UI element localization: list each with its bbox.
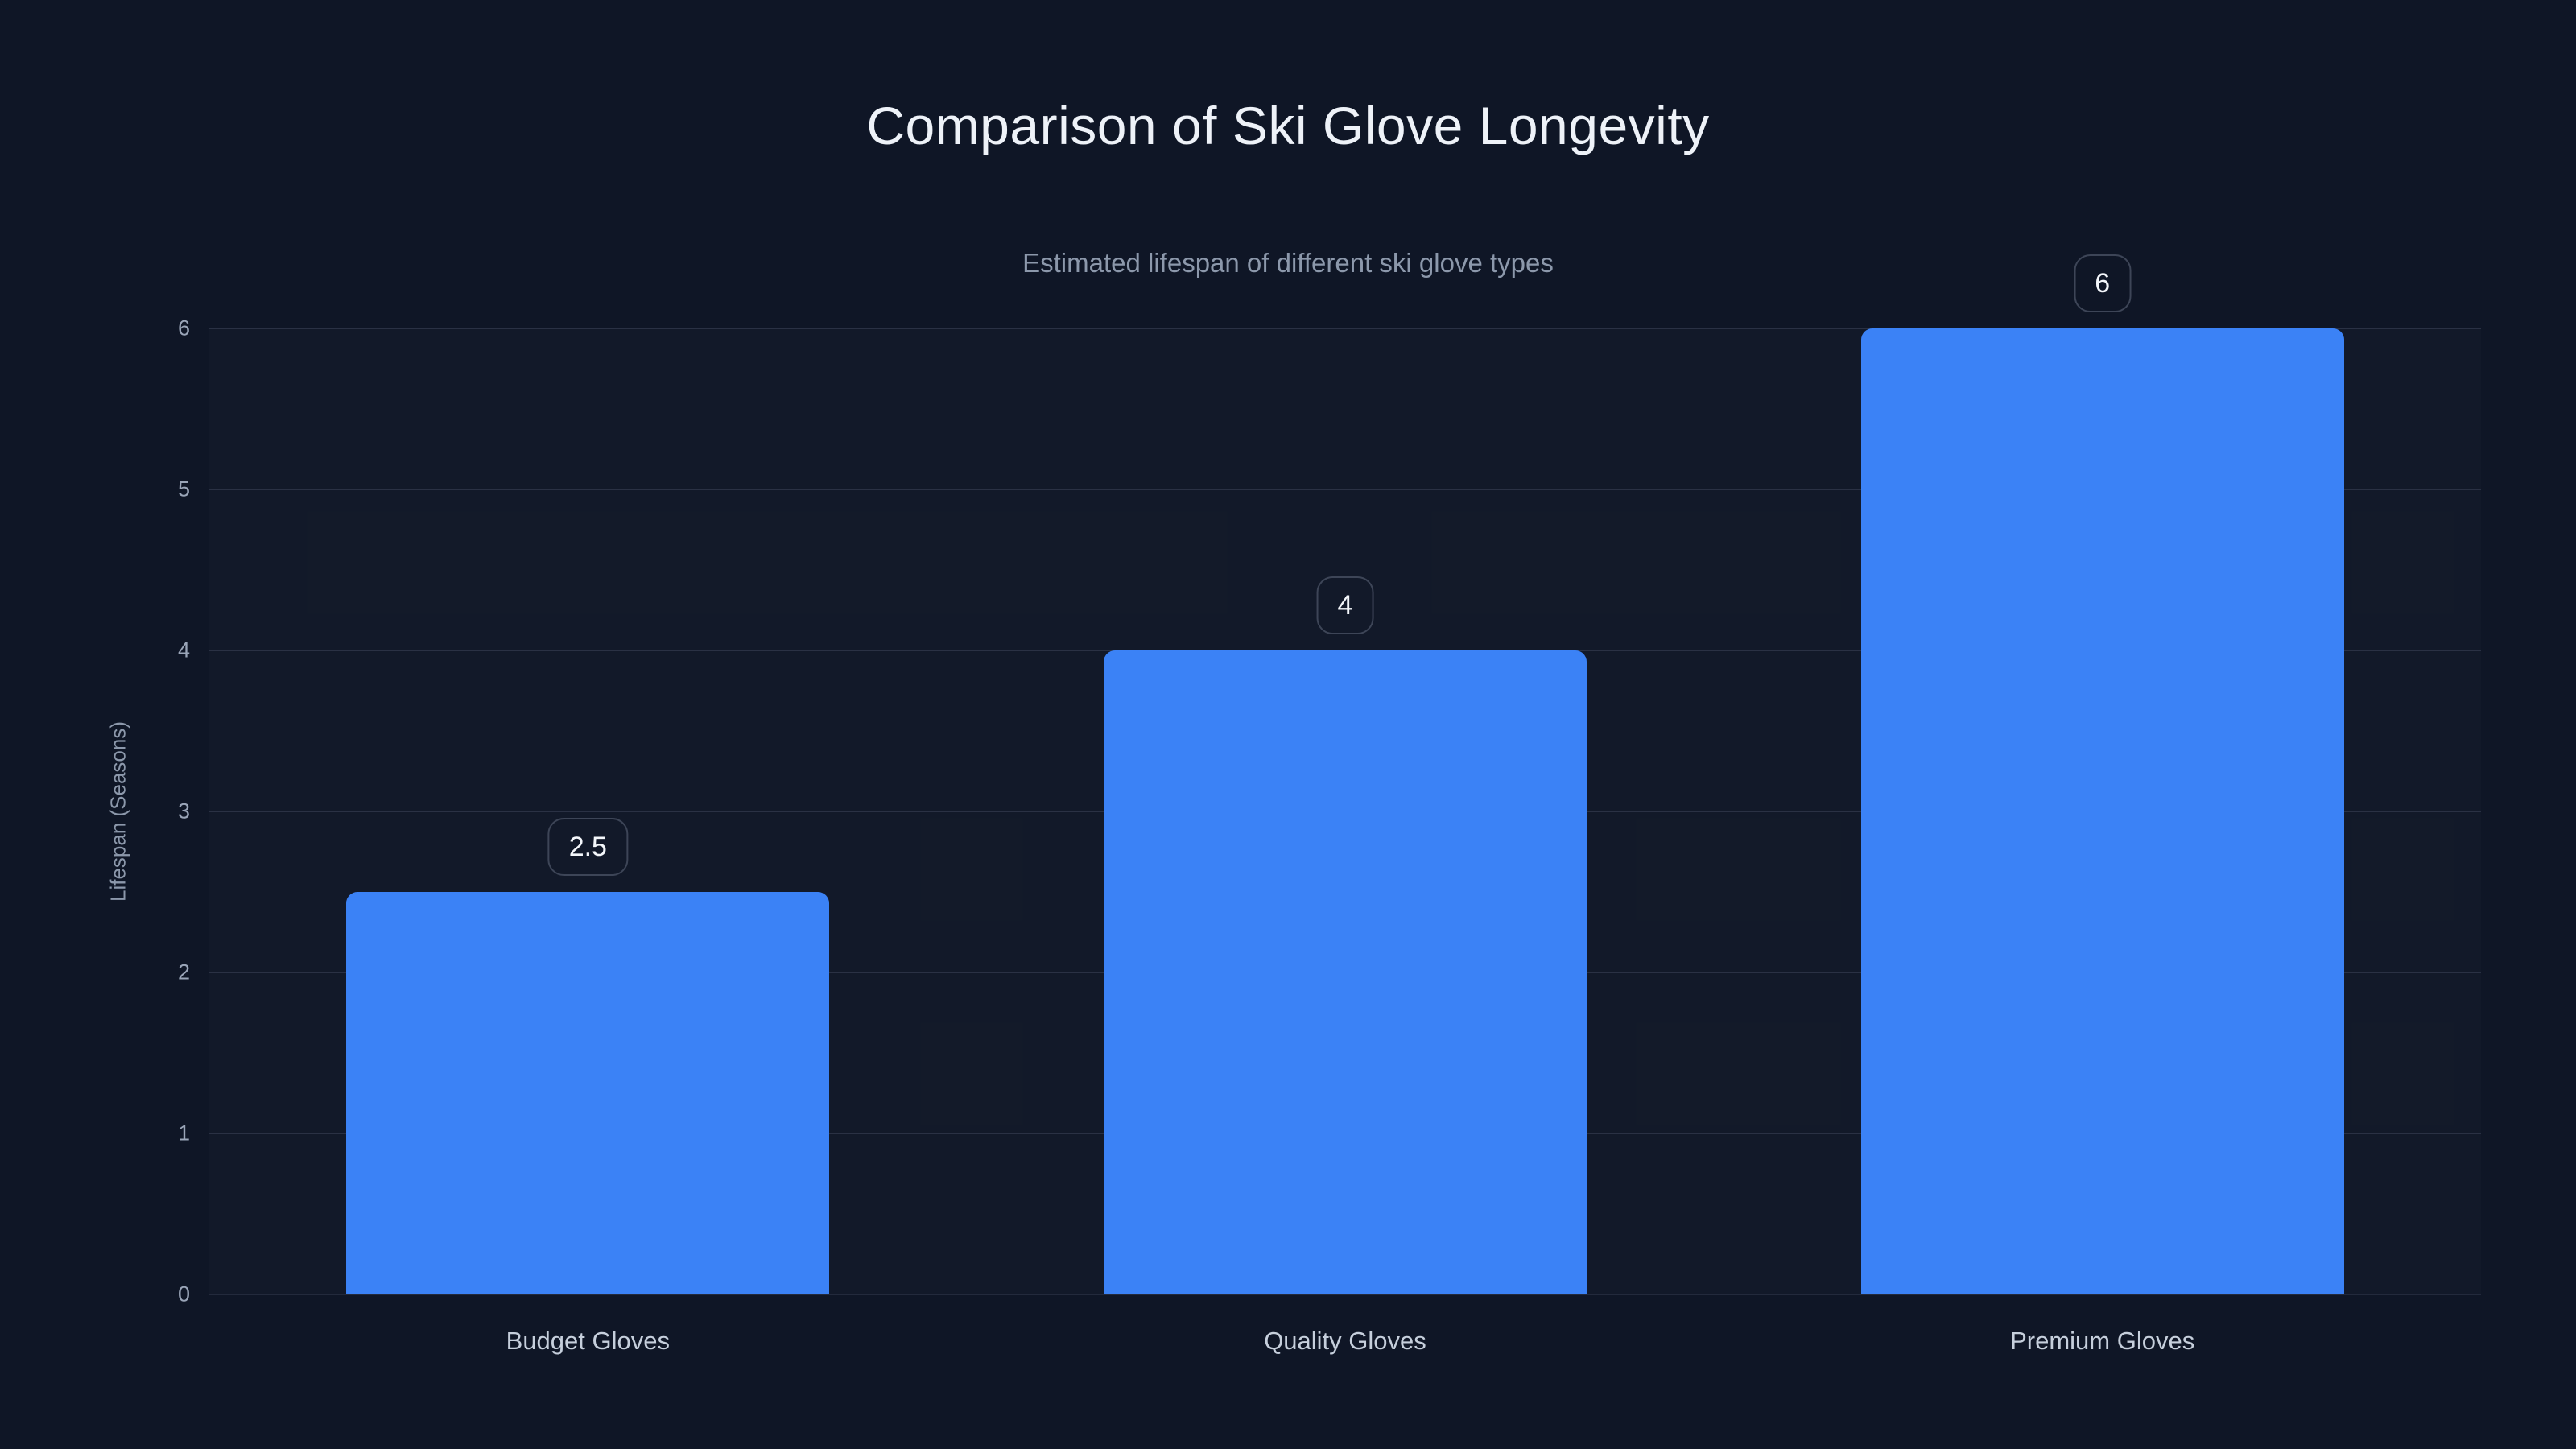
value-badge-0: 2.5 — [547, 817, 628, 876]
bar-group-2: 6 Premium Gloves — [1724, 254, 2481, 1355]
y-axis-title: Lifespan (Seasons) — [105, 720, 130, 902]
bar-0[interactable] — [346, 892, 830, 1294]
bar-1[interactable] — [1103, 650, 1587, 1294]
x-axis-label-1: Quality Gloves — [1264, 1327, 1426, 1355]
y-tick-label-3: 3 — [177, 799, 190, 824]
y-tick-label-6: 6 — [177, 316, 190, 341]
y-tick-label-1: 1 — [177, 1121, 190, 1146]
bar-group-0: 2.5 Budget Gloves — [209, 328, 967, 1355]
chart-subtitle: Estimated lifespan of different ski glov… — [1022, 248, 1554, 278]
plot-area: 2.5 Budget Gloves 4 Quality Gloves 6 Premium … — [209, 254, 2481, 1355]
gridline-0 — [209, 1294, 2481, 1295]
x-axis-label-0: Budget Gloves — [506, 1327, 670, 1355]
gridline-5 — [209, 489, 2481, 490]
value-badge-2: 6 — [2074, 254, 2132, 312]
chart-title: Comparison of Ski Glove Longevity — [866, 96, 1710, 155]
y-tick-label-0: 0 — [177, 1282, 190, 1307]
value-badge-1: 4 — [1316, 576, 1374, 634]
y-tick-label-4: 4 — [177, 638, 190, 663]
y-tick-label-2: 2 — [177, 960, 190, 985]
x-axis-label-2: Premium Gloves — [2010, 1327, 2195, 1355]
y-tick-label-5: 5 — [177, 477, 190, 502]
bar-group-1: 4 Quality Gloves — [967, 328, 1724, 1355]
bar-2[interactable] — [1860, 328, 2344, 1294]
gridline-6 — [209, 328, 2481, 329]
